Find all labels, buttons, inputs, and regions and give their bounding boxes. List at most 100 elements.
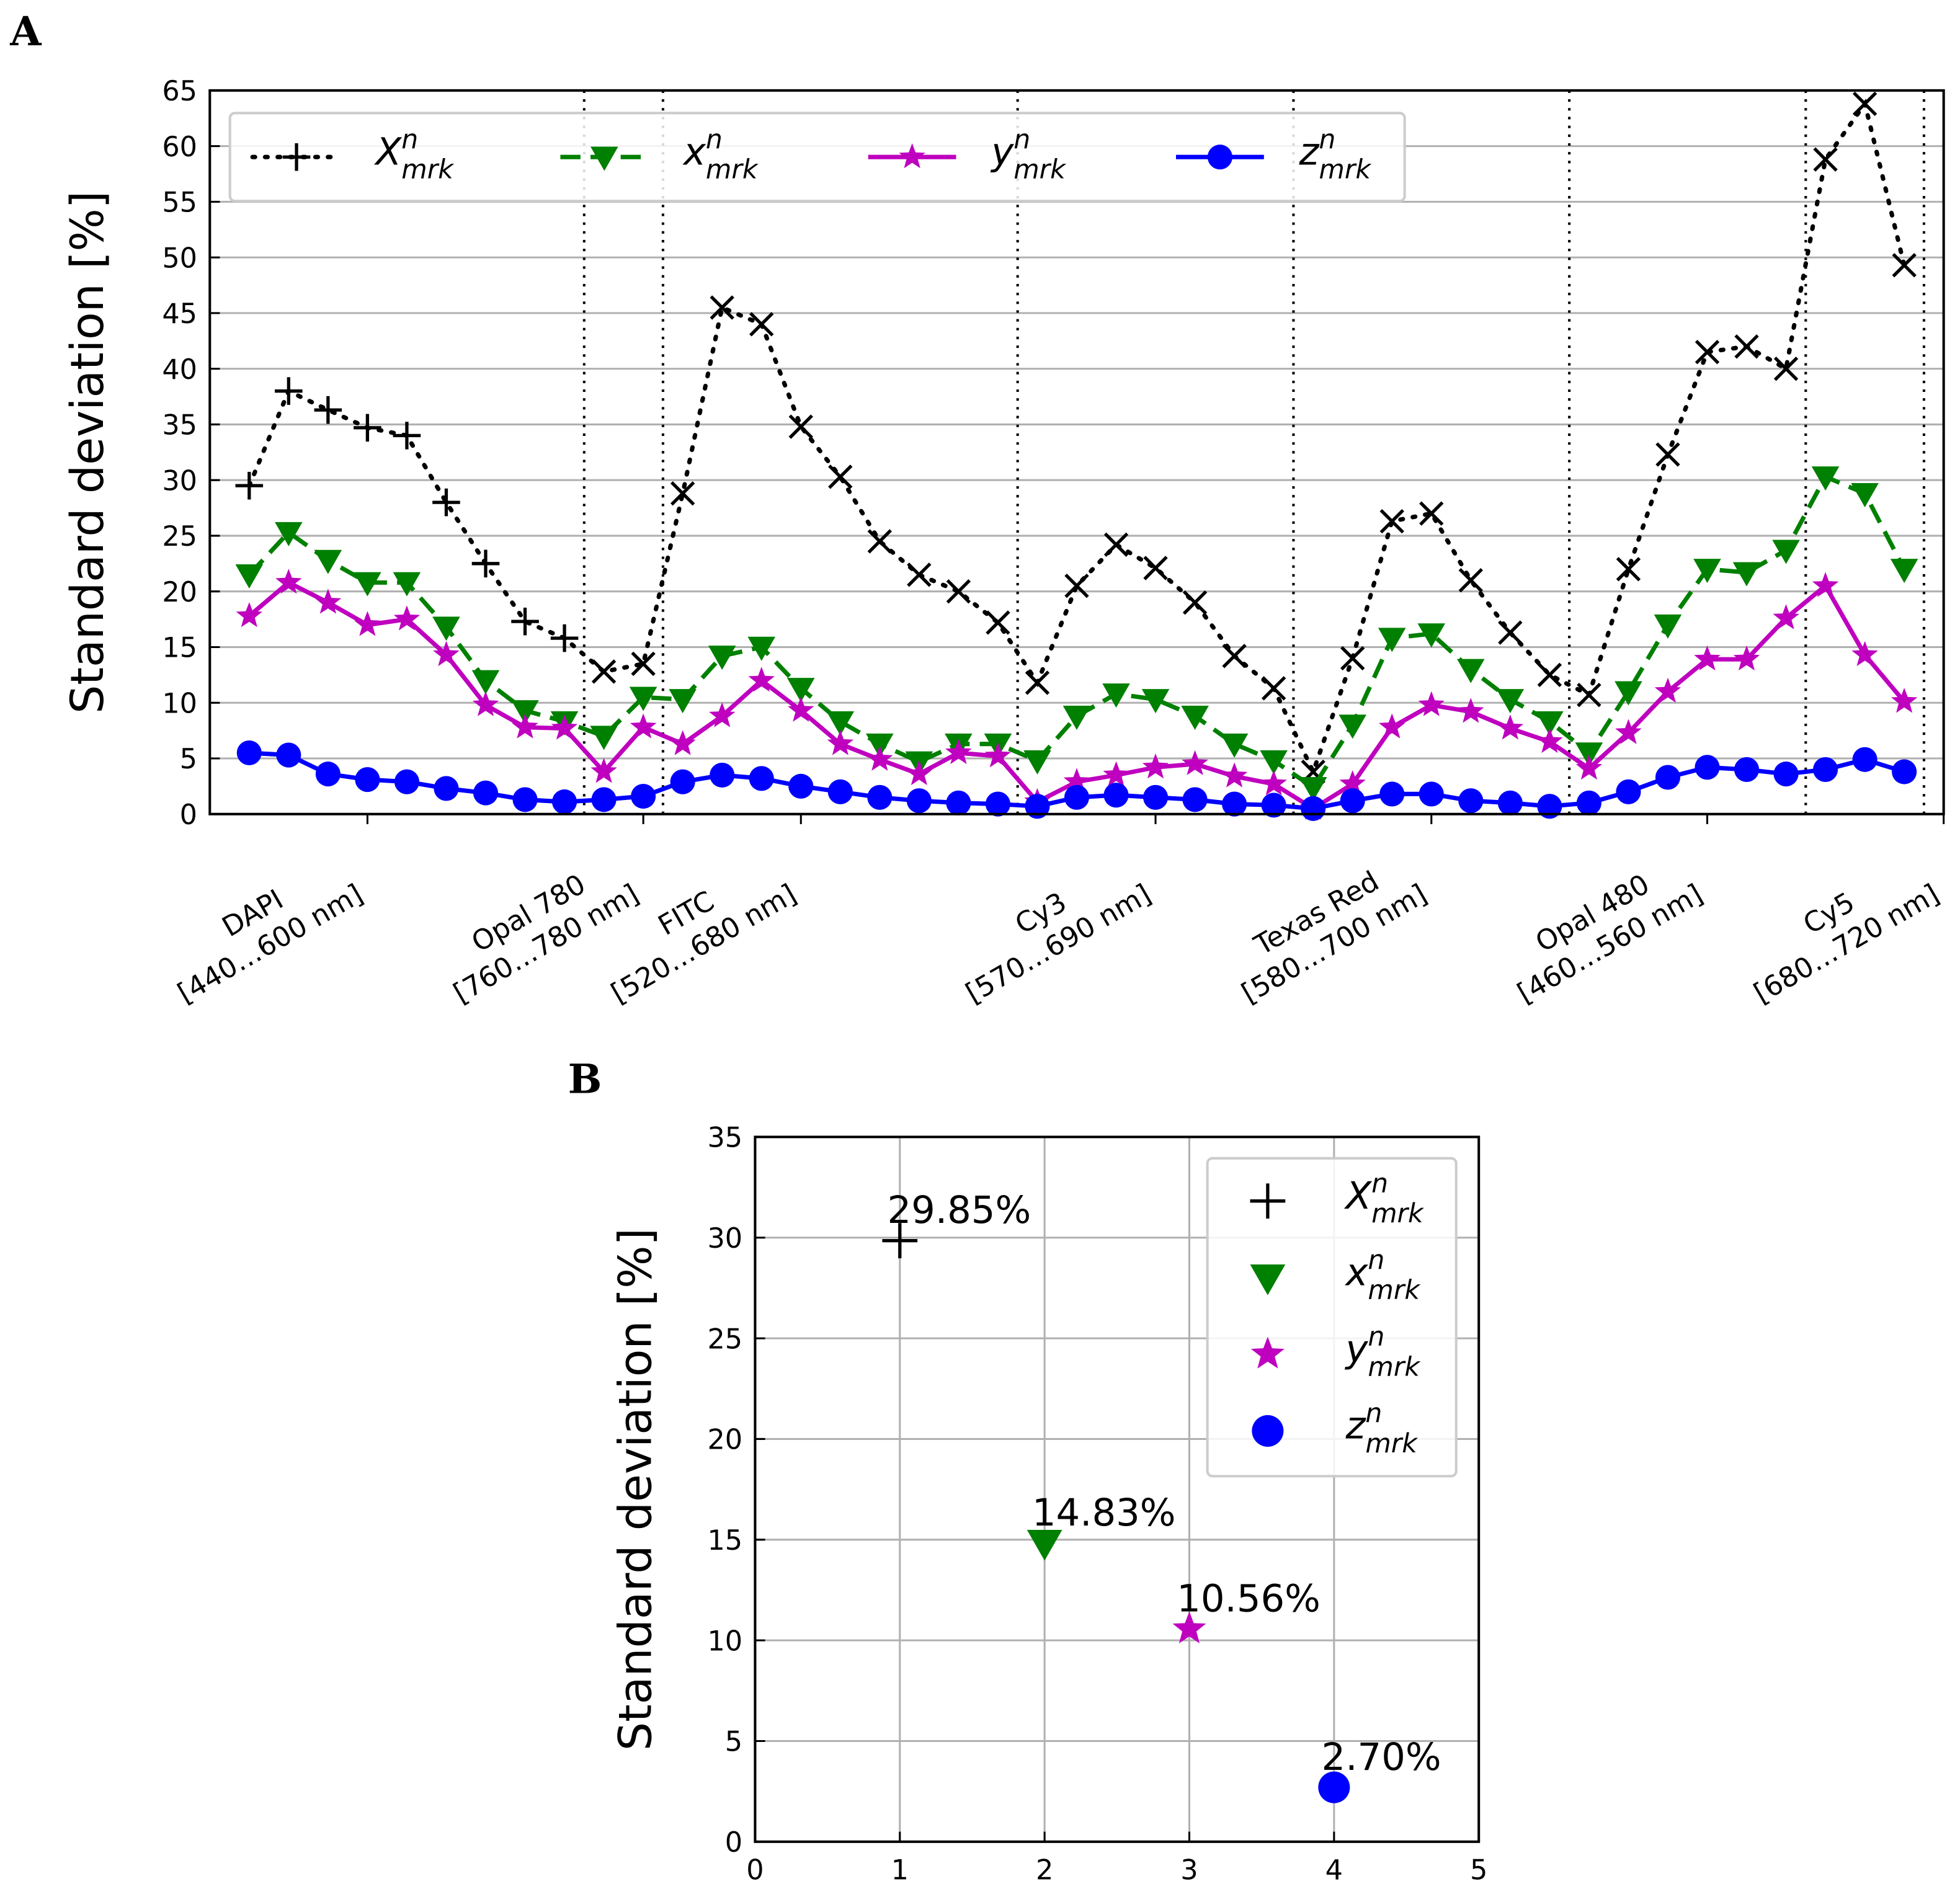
marker (1299, 776, 1327, 801)
marker (1892, 759, 1917, 784)
marker (1615, 681, 1642, 706)
marker (471, 549, 500, 578)
marker (1497, 790, 1523, 815)
marker (946, 790, 971, 815)
marker (276, 742, 301, 768)
marker (512, 787, 538, 812)
marker (550, 624, 579, 652)
y-tick-label: 50 (162, 242, 197, 274)
marker (788, 773, 814, 799)
marker (1813, 147, 1838, 172)
marker (788, 414, 813, 439)
y-tick-label: 15 (162, 632, 197, 664)
marker (907, 562, 932, 587)
legend-sub: mrk (1368, 1352, 1421, 1382)
marker (1891, 688, 1918, 713)
marker (473, 780, 499, 806)
marker (946, 579, 971, 604)
marker (710, 295, 734, 320)
marker (1023, 750, 1051, 775)
marker (591, 787, 617, 812)
y-axis-label: Standard deviation [%] (609, 1228, 662, 1751)
marker (1536, 727, 1563, 753)
marker (709, 702, 736, 727)
marker (827, 779, 853, 804)
marker (1734, 334, 1759, 359)
legend-sub: mrk (401, 155, 455, 185)
marker (1027, 1530, 1062, 1561)
marker (1498, 620, 1523, 645)
x-tick-label: 4 (1325, 1854, 1343, 1886)
marker (828, 464, 853, 489)
legend-label: zn mrk (1345, 1398, 1419, 1459)
marker (552, 789, 577, 815)
marker (1458, 698, 1484, 723)
y-tick-label: 5 (180, 743, 197, 775)
marker (906, 760, 933, 786)
marker (1379, 781, 1405, 807)
value-label: 14.83% (1032, 1491, 1176, 1535)
marker (591, 659, 617, 684)
marker (867, 529, 893, 554)
legend-base: z (1345, 1405, 1366, 1448)
plot-frame (208, 89, 1945, 815)
marker (1261, 676, 1286, 701)
marker (749, 766, 774, 791)
legend-label: yn mrk (990, 125, 1067, 185)
value-label: 10.56% (1177, 1578, 1321, 1621)
marker (669, 689, 697, 714)
marker (1103, 761, 1129, 786)
legend-label: zn mrk (1299, 125, 1373, 185)
marker (314, 396, 342, 424)
marker (1102, 683, 1130, 708)
legend-sub: mrk (1319, 155, 1372, 185)
marker (1418, 691, 1445, 716)
marker (434, 776, 459, 801)
legend-base: y (1344, 1328, 1368, 1371)
marker (1733, 645, 1760, 671)
y-tick-label: 10 (707, 1625, 742, 1657)
legend-sup: n (1371, 1169, 1388, 1199)
marker (1221, 762, 1248, 788)
marker (1615, 719, 1642, 744)
marker (710, 762, 735, 788)
marker (1064, 574, 1089, 598)
marker (1772, 540, 1800, 564)
marker (393, 422, 421, 450)
marker (590, 726, 618, 750)
x-tick-label: [440…600 nm]DAPI (172, 877, 368, 1010)
marker (629, 686, 657, 711)
marker (1497, 714, 1524, 740)
marker (236, 740, 262, 766)
marker (512, 713, 538, 739)
marker (1654, 614, 1682, 639)
legend-marker (1252, 1415, 1284, 1447)
marker (985, 791, 1010, 817)
legend-sup: n (1319, 125, 1335, 155)
marker (631, 783, 656, 809)
marker (1103, 532, 1129, 557)
marker (1812, 572, 1839, 597)
marker (882, 1223, 918, 1258)
x-tick-label: 0 (746, 1854, 764, 1886)
marker (1378, 628, 1406, 652)
legend-base: z (1299, 130, 1320, 174)
marker (1182, 787, 1208, 812)
marker (354, 611, 381, 636)
marker (1773, 762, 1799, 787)
marker (1694, 645, 1721, 671)
marker (1301, 796, 1326, 821)
marker (1250, 1183, 1286, 1219)
marker (1222, 644, 1247, 669)
legend-label: Xn mrk (374, 125, 455, 185)
marker (1220, 733, 1249, 758)
x-tick-label: [520…680 nm]FITC (605, 877, 801, 1010)
marker (867, 784, 893, 810)
marker (1025, 794, 1050, 819)
x-tick-label: 3 (1180, 1854, 1198, 1886)
marker (1616, 779, 1641, 804)
marker (1339, 770, 1366, 796)
marker (1575, 754, 1603, 780)
marker (432, 488, 460, 517)
marker (1062, 706, 1091, 731)
